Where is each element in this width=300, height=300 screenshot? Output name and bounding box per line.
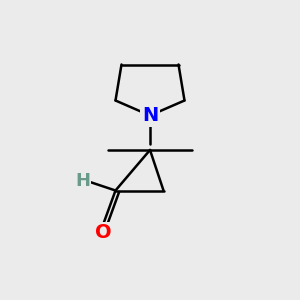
Text: N: N [142,106,158,125]
Text: O: O [95,223,112,242]
Text: H: H [75,172,90,190]
